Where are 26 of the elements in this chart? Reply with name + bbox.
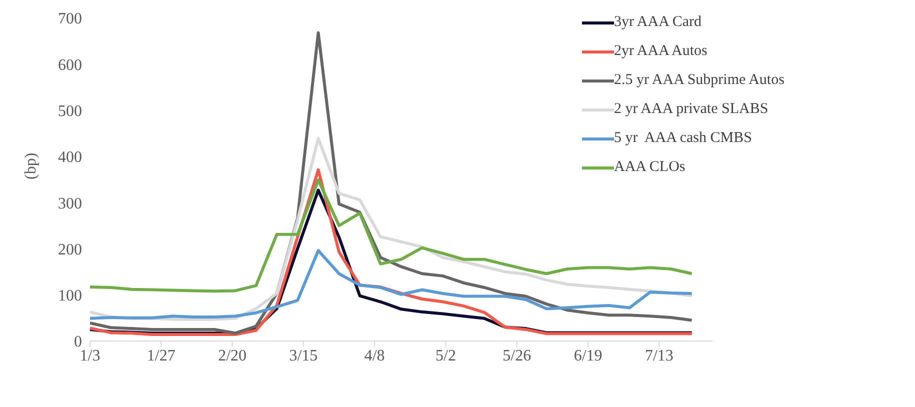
legend-label: 5 yr AAA cash CMBS — [614, 130, 752, 147]
legend-label: 2 yr AAA private SLABS — [614, 101, 768, 118]
x-tick-label: 1/27 — [146, 347, 176, 364]
x-tick-label: 5/26 — [502, 347, 532, 364]
legend-label: 2yr AAA Autos — [614, 43, 708, 60]
y-tick-label: 500 — [58, 102, 82, 120]
x-tick-label: 6/19 — [574, 347, 602, 364]
y-tick-label: 0 — [74, 334, 82, 351]
legend-label: 3yr AAA Card — [614, 14, 702, 31]
y-tick-label: 100 — [58, 288, 82, 305]
y-tick-label: 300 — [58, 195, 82, 212]
y-tick-label: 700 — [58, 10, 82, 28]
line-series — [90, 178, 694, 293]
x-tick-label: 7/13 — [644, 347, 674, 364]
legend-label: AAA CLOs — [614, 159, 686, 176]
legend-label: 2.5 yr AAA Subprime Autos — [614, 72, 784, 89]
x-tick-label: 3/15 — [289, 347, 318, 364]
y-axis-title: (bp) — [22, 152, 40, 180]
x-tick-label: 1/3 — [80, 347, 100, 364]
y-tick-label: 200 — [58, 241, 82, 258]
x-tick-label: 4/8 — [364, 347, 385, 364]
line-series — [90, 249, 694, 320]
y-tick-label: 400 — [58, 149, 82, 166]
x-tick-label: 2/20 — [218, 347, 247, 364]
y-tick-label: 600 — [58, 56, 82, 74]
x-tick-label: 5/2 — [436, 347, 456, 364]
